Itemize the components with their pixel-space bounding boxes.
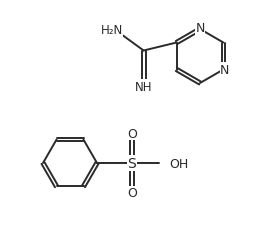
Text: N: N [195,22,205,35]
Text: NH: NH [135,81,152,94]
Text: H₂N: H₂N [101,24,123,37]
Text: N: N [220,64,230,77]
Text: O: O [127,187,137,200]
Text: OH: OH [169,157,188,170]
Text: O: O [127,127,137,140]
Text: S: S [128,156,136,170]
